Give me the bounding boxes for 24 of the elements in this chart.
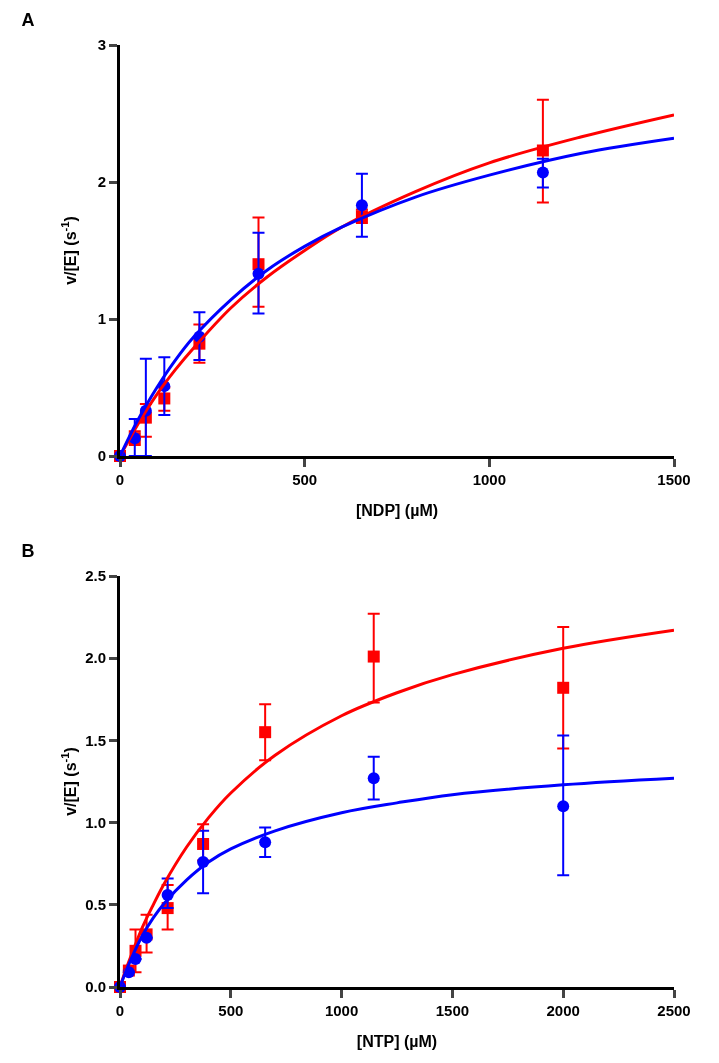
y-tick-label: 2.0	[85, 649, 106, 667]
y-tick-label: 3	[97, 36, 106, 54]
x-tick-label: 2000	[546, 1002, 580, 1019]
x-tick-label: 500	[218, 1002, 244, 1019]
x-tick-label: 1000	[472, 471, 507, 488]
x-tick-label: 0	[115, 1002, 125, 1019]
y-tick-label: 0	[97, 447, 106, 465]
x-tick-label: 1000	[324, 1002, 359, 1019]
y-tick-label: 0.0	[85, 978, 106, 996]
chart-title: B	[21, 540, 35, 561]
x-axis-title: [NDP] (µM)	[355, 502, 439, 519]
y-tick-label: 1.5	[85, 731, 106, 749]
y-tick-label: 0.5	[85, 896, 106, 914]
y-tick-label: 1.0	[85, 813, 106, 831]
x-tick-label: 1500	[435, 1002, 470, 1019]
y-tick-label: 2	[97, 173, 106, 191]
x-tick-label: 1500	[657, 471, 691, 488]
chart-title: A	[21, 9, 35, 30]
x-tick-label: 2500	[657, 1002, 691, 1019]
x-tick-label: 0	[115, 471, 125, 488]
x-tick-label: 500	[292, 471, 318, 488]
y-tick-label: 2.5	[85, 567, 106, 585]
y-tick-label: 1	[97, 310, 106, 328]
x-axis-title: [NTP] (µM)	[356, 1033, 438, 1050]
